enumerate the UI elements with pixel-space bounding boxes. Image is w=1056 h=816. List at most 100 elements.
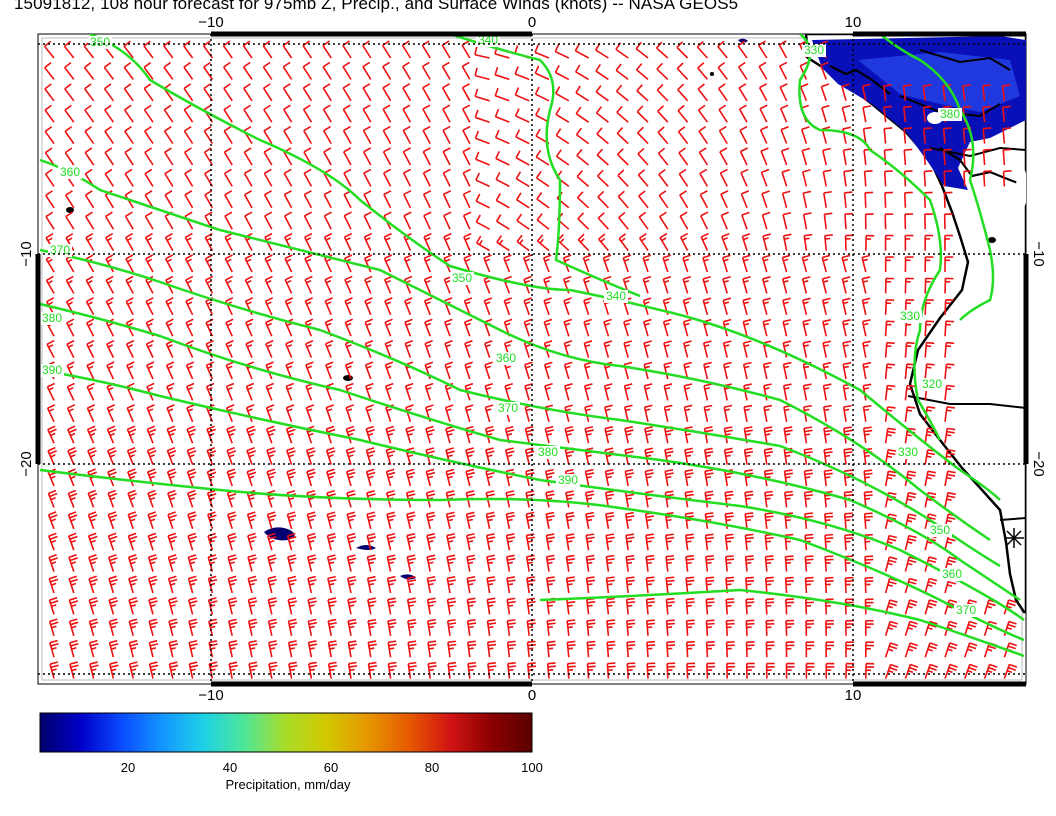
contour-line (879, 34, 995, 321)
wind-barb (303, 125, 313, 145)
wind-barb (124, 211, 134, 230)
precip-blob (264, 527, 295, 541)
wind-barb (536, 213, 550, 230)
wind-barb (127, 489, 137, 508)
wind-barb (741, 211, 750, 230)
wind-barb (543, 297, 552, 316)
wind-barb (147, 554, 158, 572)
contour-label-bg (898, 310, 922, 323)
wind-barb (635, 63, 649, 81)
wind-barb (584, 468, 595, 487)
wind-barb (106, 404, 115, 423)
wind-barb (463, 297, 473, 316)
wind-barb (577, 233, 590, 252)
wind-barb (605, 576, 615, 594)
wind-barb (64, 83, 75, 102)
wind-barb (623, 318, 632, 337)
wind-barb (245, 404, 255, 423)
wind-barb (288, 661, 298, 679)
wind-barb (884, 234, 894, 251)
wind-barb (678, 168, 689, 187)
wind-barb (446, 554, 456, 572)
wind-barb (225, 318, 234, 337)
wind-barb (801, 169, 811, 187)
wind-barb (904, 341, 915, 358)
contour-label: 350 (930, 523, 950, 537)
wind-barb (514, 66, 530, 81)
wind-barb (841, 254, 851, 273)
wind-barb (505, 554, 516, 572)
wind-barb (904, 213, 914, 230)
wind-barb (462, 211, 472, 230)
wind-barb (605, 597, 616, 615)
wind-barb (225, 382, 235, 401)
wind-barb (983, 663, 998, 679)
wind-barb (245, 318, 254, 337)
wind-barb (165, 361, 175, 380)
wind-barb (285, 404, 295, 423)
wind-barb (635, 41, 649, 59)
wind-barb (105, 297, 115, 316)
wind-barb (89, 661, 99, 679)
wind-barb (844, 212, 854, 230)
wind-barb (146, 361, 155, 380)
wind-barb (764, 555, 774, 572)
wind-barb (346, 511, 356, 530)
wind-barb (366, 511, 376, 530)
wind-barb (285, 425, 296, 444)
wind-barb (266, 532, 277, 551)
wind-barb (664, 533, 675, 551)
wind-barb (884, 299, 895, 315)
wind-barb (68, 596, 79, 615)
wind-barb (924, 470, 936, 487)
wind-barb (862, 404, 872, 422)
wind-barb (781, 190, 791, 209)
wind-barb (406, 554, 416, 572)
wind-barb (323, 147, 332, 166)
wind-barb (684, 469, 694, 487)
wind-barb (904, 556, 918, 572)
wind-barb (624, 511, 635, 529)
wind-barb (802, 190, 812, 208)
wind-barb (483, 254, 492, 273)
wind-barb (125, 339, 135, 358)
wind-barb (467, 640, 477, 658)
wind-barb (365, 382, 374, 401)
wind-barb (282, 40, 293, 59)
wind-barb (228, 640, 238, 658)
wind-barb (108, 639, 119, 658)
wind-barb (128, 661, 139, 679)
wind-barb (226, 447, 237, 465)
wind-barb (704, 533, 715, 551)
wind-barb (247, 532, 257, 551)
wind-barb (243, 190, 253, 209)
wind-barb (595, 63, 609, 81)
station-marker (1004, 528, 1024, 548)
wind-barb (366, 575, 377, 594)
wind-barb (782, 211, 792, 230)
wind-barb (618, 211, 629, 230)
wind-barb (48, 618, 59, 637)
wind-barb (645, 597, 655, 615)
wind-barb (442, 125, 451, 144)
wind-barb (466, 597, 476, 615)
wind-barb (904, 406, 916, 422)
wind-barb (745, 641, 755, 658)
wind-barb (365, 425, 376, 444)
wind-barb (663, 361, 673, 380)
wind-barb (742, 276, 751, 294)
wind-barb (168, 597, 178, 615)
wind-barb (584, 425, 594, 444)
wind-barb (682, 318, 692, 337)
wind-barb (725, 641, 735, 658)
wind-barb (442, 147, 451, 166)
wind-barb (565, 533, 575, 551)
wind-barb (305, 404, 315, 423)
wind-barb (185, 275, 194, 294)
wind-barb (705, 641, 715, 658)
wind-barb (143, 61, 154, 80)
wind-barb (964, 642, 978, 658)
wind-barb (659, 232, 669, 252)
wind-barb (383, 275, 393, 294)
